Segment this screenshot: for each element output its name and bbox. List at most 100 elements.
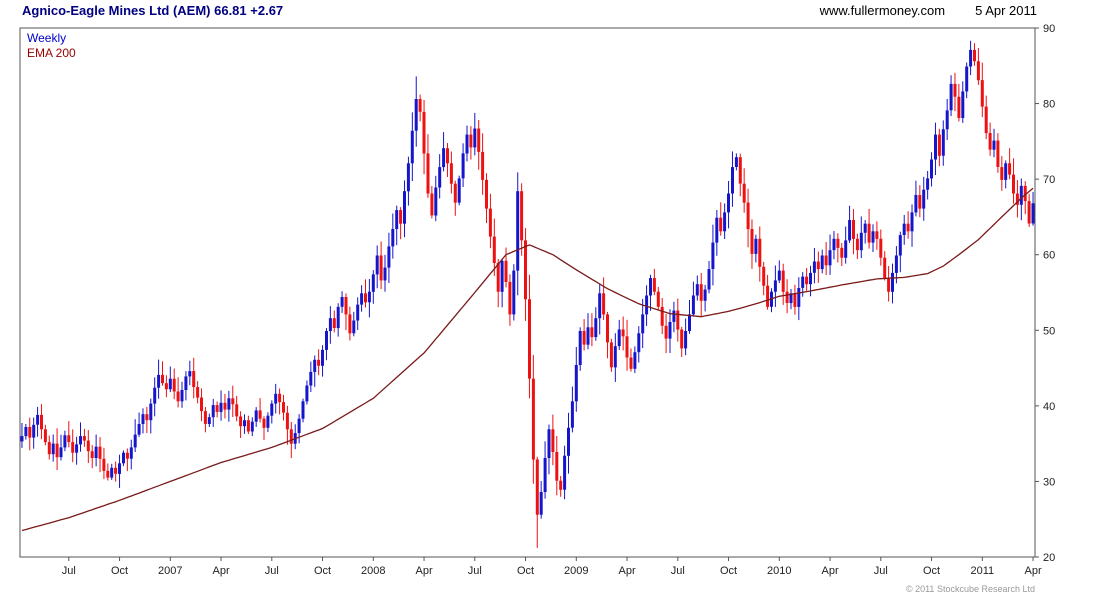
x-axis-label: Jul [468,565,482,577]
candle-body [879,238,883,258]
candle-body [1019,185,1023,205]
candle-body [367,291,371,303]
candle-body [161,374,164,384]
candle-body [980,80,984,107]
candle-body [649,278,652,296]
candle-body [711,242,715,269]
candle-body [797,288,801,307]
candle-body [574,365,578,402]
candle-body [894,255,898,273]
candle-body [863,223,867,233]
candle-body [55,443,59,458]
candle-body [102,458,106,471]
candle-body [215,405,219,412]
candle-body [539,492,543,515]
candle-body [883,257,887,279]
candle-body [446,148,449,164]
candle-body [578,331,582,365]
candle-body [145,414,149,421]
candle-body [746,202,750,230]
candle-body [559,480,563,490]
candle-body [848,220,852,241]
candle-body [75,444,79,453]
candle-body [524,240,527,300]
x-axis-label: Jul [265,565,279,577]
candle-body [668,322,672,339]
candle-body [1004,163,1008,180]
candle-body [520,191,524,241]
candle-body [438,167,442,188]
x-axis-label: Jul [62,565,76,577]
candle-body [492,236,496,263]
candle-body [344,297,348,315]
candle-body [664,325,668,339]
candle-body [719,217,723,232]
candle-body [1023,185,1027,201]
candle-body [754,238,758,254]
candle-body [125,452,129,459]
candle-body [508,281,512,315]
candle-body [239,416,243,427]
candle-body [461,153,465,179]
candle-body [766,285,770,307]
candle-body [703,289,707,301]
candle-body [184,376,188,390]
x-axis-label: 2010 [767,565,791,577]
candle-body [656,291,660,307]
candle-body [1012,174,1015,194]
candle-body [988,133,992,150]
candle-body [141,414,145,424]
candle-body [887,278,891,292]
candle-body [543,458,547,492]
candle-body [153,387,157,404]
candle-body [973,49,976,62]
candle-body [852,220,855,239]
candle-body [824,255,828,266]
candle-body [547,429,551,458]
candle-body [957,96,961,118]
candle-body [594,318,598,338]
candle-body [301,401,305,419]
chart-date: 5 Apr 2011 [975,3,1037,18]
candle-body [379,255,383,281]
chart-header: Agnico-Eagle Mines Ltd (AEM) 66.81 +2.67… [22,3,1037,18]
candle-body [465,134,469,154]
candle-body [336,306,340,329]
candle-body [828,250,832,266]
candle-body [422,111,426,154]
x-axis-label: Apr [821,565,838,577]
candle-body [625,336,629,358]
candle-body [473,128,477,148]
candle-body [469,134,473,148]
candle-body [383,267,387,281]
candle-body [738,157,742,184]
candle-body [840,247,844,258]
candle-body [1000,167,1004,180]
candle-body [391,229,395,247]
candle-body [352,320,356,334]
candle-body [332,318,336,328]
candle-body [660,306,664,326]
x-axis-label: Oct [923,565,940,577]
candle-body [914,195,918,213]
candle-body [949,83,953,111]
candle-body [118,463,121,474]
candle-body [918,195,922,209]
x-axis-label: 2007 [158,565,182,577]
candle-body [504,260,508,282]
candle-body [282,402,285,413]
candle-body [707,269,711,290]
candle-body [844,240,848,258]
y-axis-label: 20 [1043,552,1055,564]
candle-body [961,91,965,118]
candle-body [641,314,645,334]
candle-body [1031,203,1035,224]
candle-body [500,260,504,292]
candle-body [926,178,930,190]
candle-body [586,327,590,345]
candle-body [211,405,215,418]
candle-body [598,293,602,319]
candle-body [965,66,969,92]
candle-body [442,148,446,168]
